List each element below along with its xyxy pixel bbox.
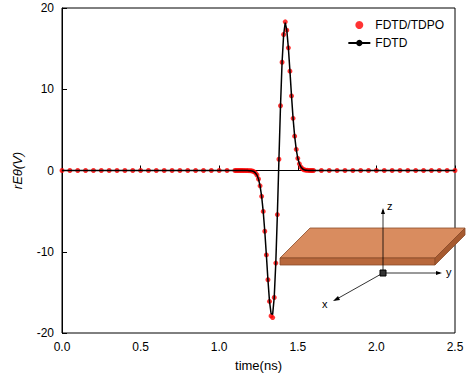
svg-text:1.0: 1.0 (211, 340, 228, 354)
svg-text:rEθ(V): rEθ(V) (10, 152, 25, 189)
svg-text:FDTD: FDTD (375, 36, 407, 50)
svg-text:time(ns): time(ns) (235, 358, 282, 373)
svg-text:0: 0 (47, 164, 54, 178)
svg-text:2.0: 2.0 (368, 340, 385, 354)
svg-text:-20: -20 (37, 326, 55, 340)
svg-text:20: 20 (41, 1, 55, 15)
svg-text:y: y (446, 266, 452, 278)
svg-text:0.0: 0.0 (54, 340, 71, 354)
svg-text:1.5: 1.5 (289, 340, 306, 354)
svg-text:2.5: 2.5 (447, 340, 464, 354)
svg-text:0.5: 0.5 (132, 340, 149, 354)
svg-text:-10: -10 (37, 245, 55, 259)
svg-text:z: z (387, 200, 393, 212)
svg-text:FDTD/TDPO: FDTD/TDPO (375, 18, 444, 32)
svg-text:x: x (322, 298, 328, 310)
svg-text:10: 10 (41, 82, 55, 96)
